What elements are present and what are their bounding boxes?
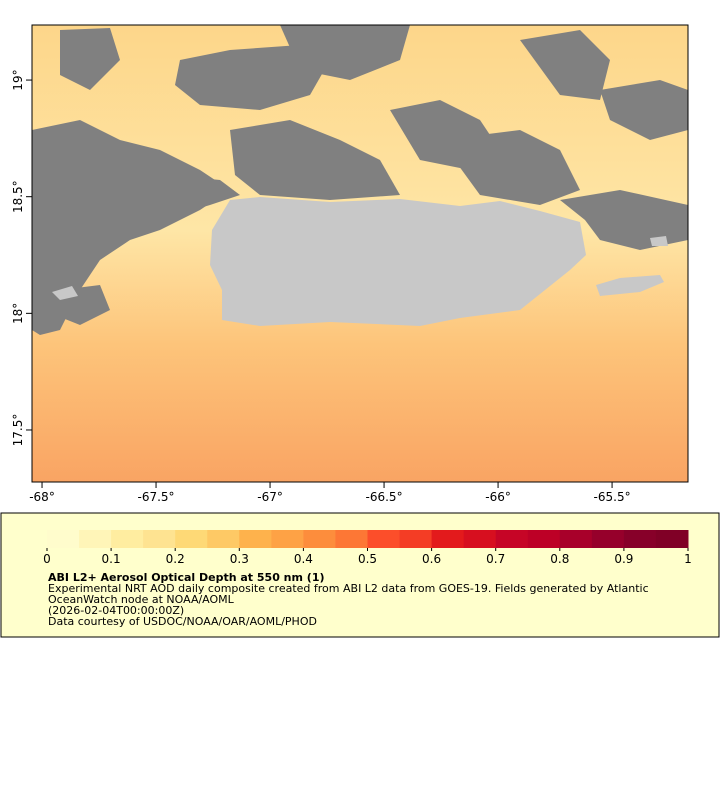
x-tick-label: -68° <box>29 490 55 504</box>
colorbar-tick-label: 0.3 <box>230 552 249 566</box>
colorbar-swatch <box>111 530 144 548</box>
colorbar-swatch <box>559 530 593 548</box>
legend-line: (2026-02-04T00:00:00Z) <box>48 604 184 617</box>
colorbar-swatch <box>623 530 657 548</box>
colorbar-swatch <box>303 530 336 548</box>
x-tick-label: -66.5° <box>366 490 403 504</box>
colorbar-tick-label: 0 <box>43 552 51 566</box>
colorbar-swatch <box>207 530 240 548</box>
axes: -68° -67.5° -67° -66.5° -66° -65.5° 17.5° 18° 18… <box>11 69 631 504</box>
y-tick-label: 18.5° <box>11 180 25 213</box>
colorbar-tick-label: 0.2 <box>166 552 185 566</box>
colorbar-tick-label: 0.9 <box>614 552 633 566</box>
colorbar-swatch <box>175 530 208 548</box>
map-image <box>31 24 689 483</box>
colorbar-tick-label: 0.1 <box>102 552 121 566</box>
colorbar-swatch <box>431 530 465 548</box>
legend-line: OceanWatch node at NOAA/AOML <box>48 593 235 606</box>
map-frame <box>31 24 689 483</box>
x-tick-label: -65.5° <box>594 490 631 504</box>
x-tick-label: -67° <box>257 490 283 504</box>
colorbar-swatch <box>527 530 561 548</box>
legend-title: ABI L2+ Aerosol Optical Depth at 550 nm … <box>48 571 325 584</box>
colorbar-swatch <box>495 530 529 548</box>
colorbar-swatch <box>463 530 497 548</box>
y-tick-label: 17.5° <box>11 414 25 447</box>
colorbar-swatch <box>399 530 433 548</box>
colorbar-tick-label: 0.8 <box>550 552 569 566</box>
colorbar-swatch <box>367 530 401 548</box>
colorbar-swatch <box>79 530 112 548</box>
colorbar-swatch <box>239 530 272 548</box>
colorbar-swatch <box>143 530 176 548</box>
colorbar: 0 0.1 0.2 0.3 0.4 0.5 0.6 0.7 0.8 0.9 1 <box>43 530 692 566</box>
colorbar-swatch <box>47 530 80 548</box>
x-tick-label: -66° <box>485 490 511 504</box>
colorbar-swatch <box>591 530 625 548</box>
land <box>52 197 668 326</box>
x-tick-label: -67.5° <box>138 490 175 504</box>
colorbar-tick-label: 0.6 <box>422 552 441 566</box>
colorbar-tick-label: 0.4 <box>294 552 313 566</box>
colorbar-tick-label: 1 <box>684 552 692 566</box>
colorbar-tick-label: 0.5 <box>358 552 377 566</box>
legend-line: Data courtesy of USDOC/NOAA/OAR/AOML/PHO… <box>48 615 317 628</box>
no-data-area <box>32 25 688 335</box>
colorbar-tick-label: 0.7 <box>486 552 505 566</box>
colorbar-swatch <box>335 530 368 548</box>
y-tick-label: 18° <box>11 303 25 324</box>
legend-line: Experimental NRT AOD daily composite cre… <box>48 582 649 595</box>
colorbar-swatch <box>271 530 304 548</box>
colorbar-swatch <box>655 530 689 548</box>
y-tick-label: 19° <box>11 69 25 90</box>
